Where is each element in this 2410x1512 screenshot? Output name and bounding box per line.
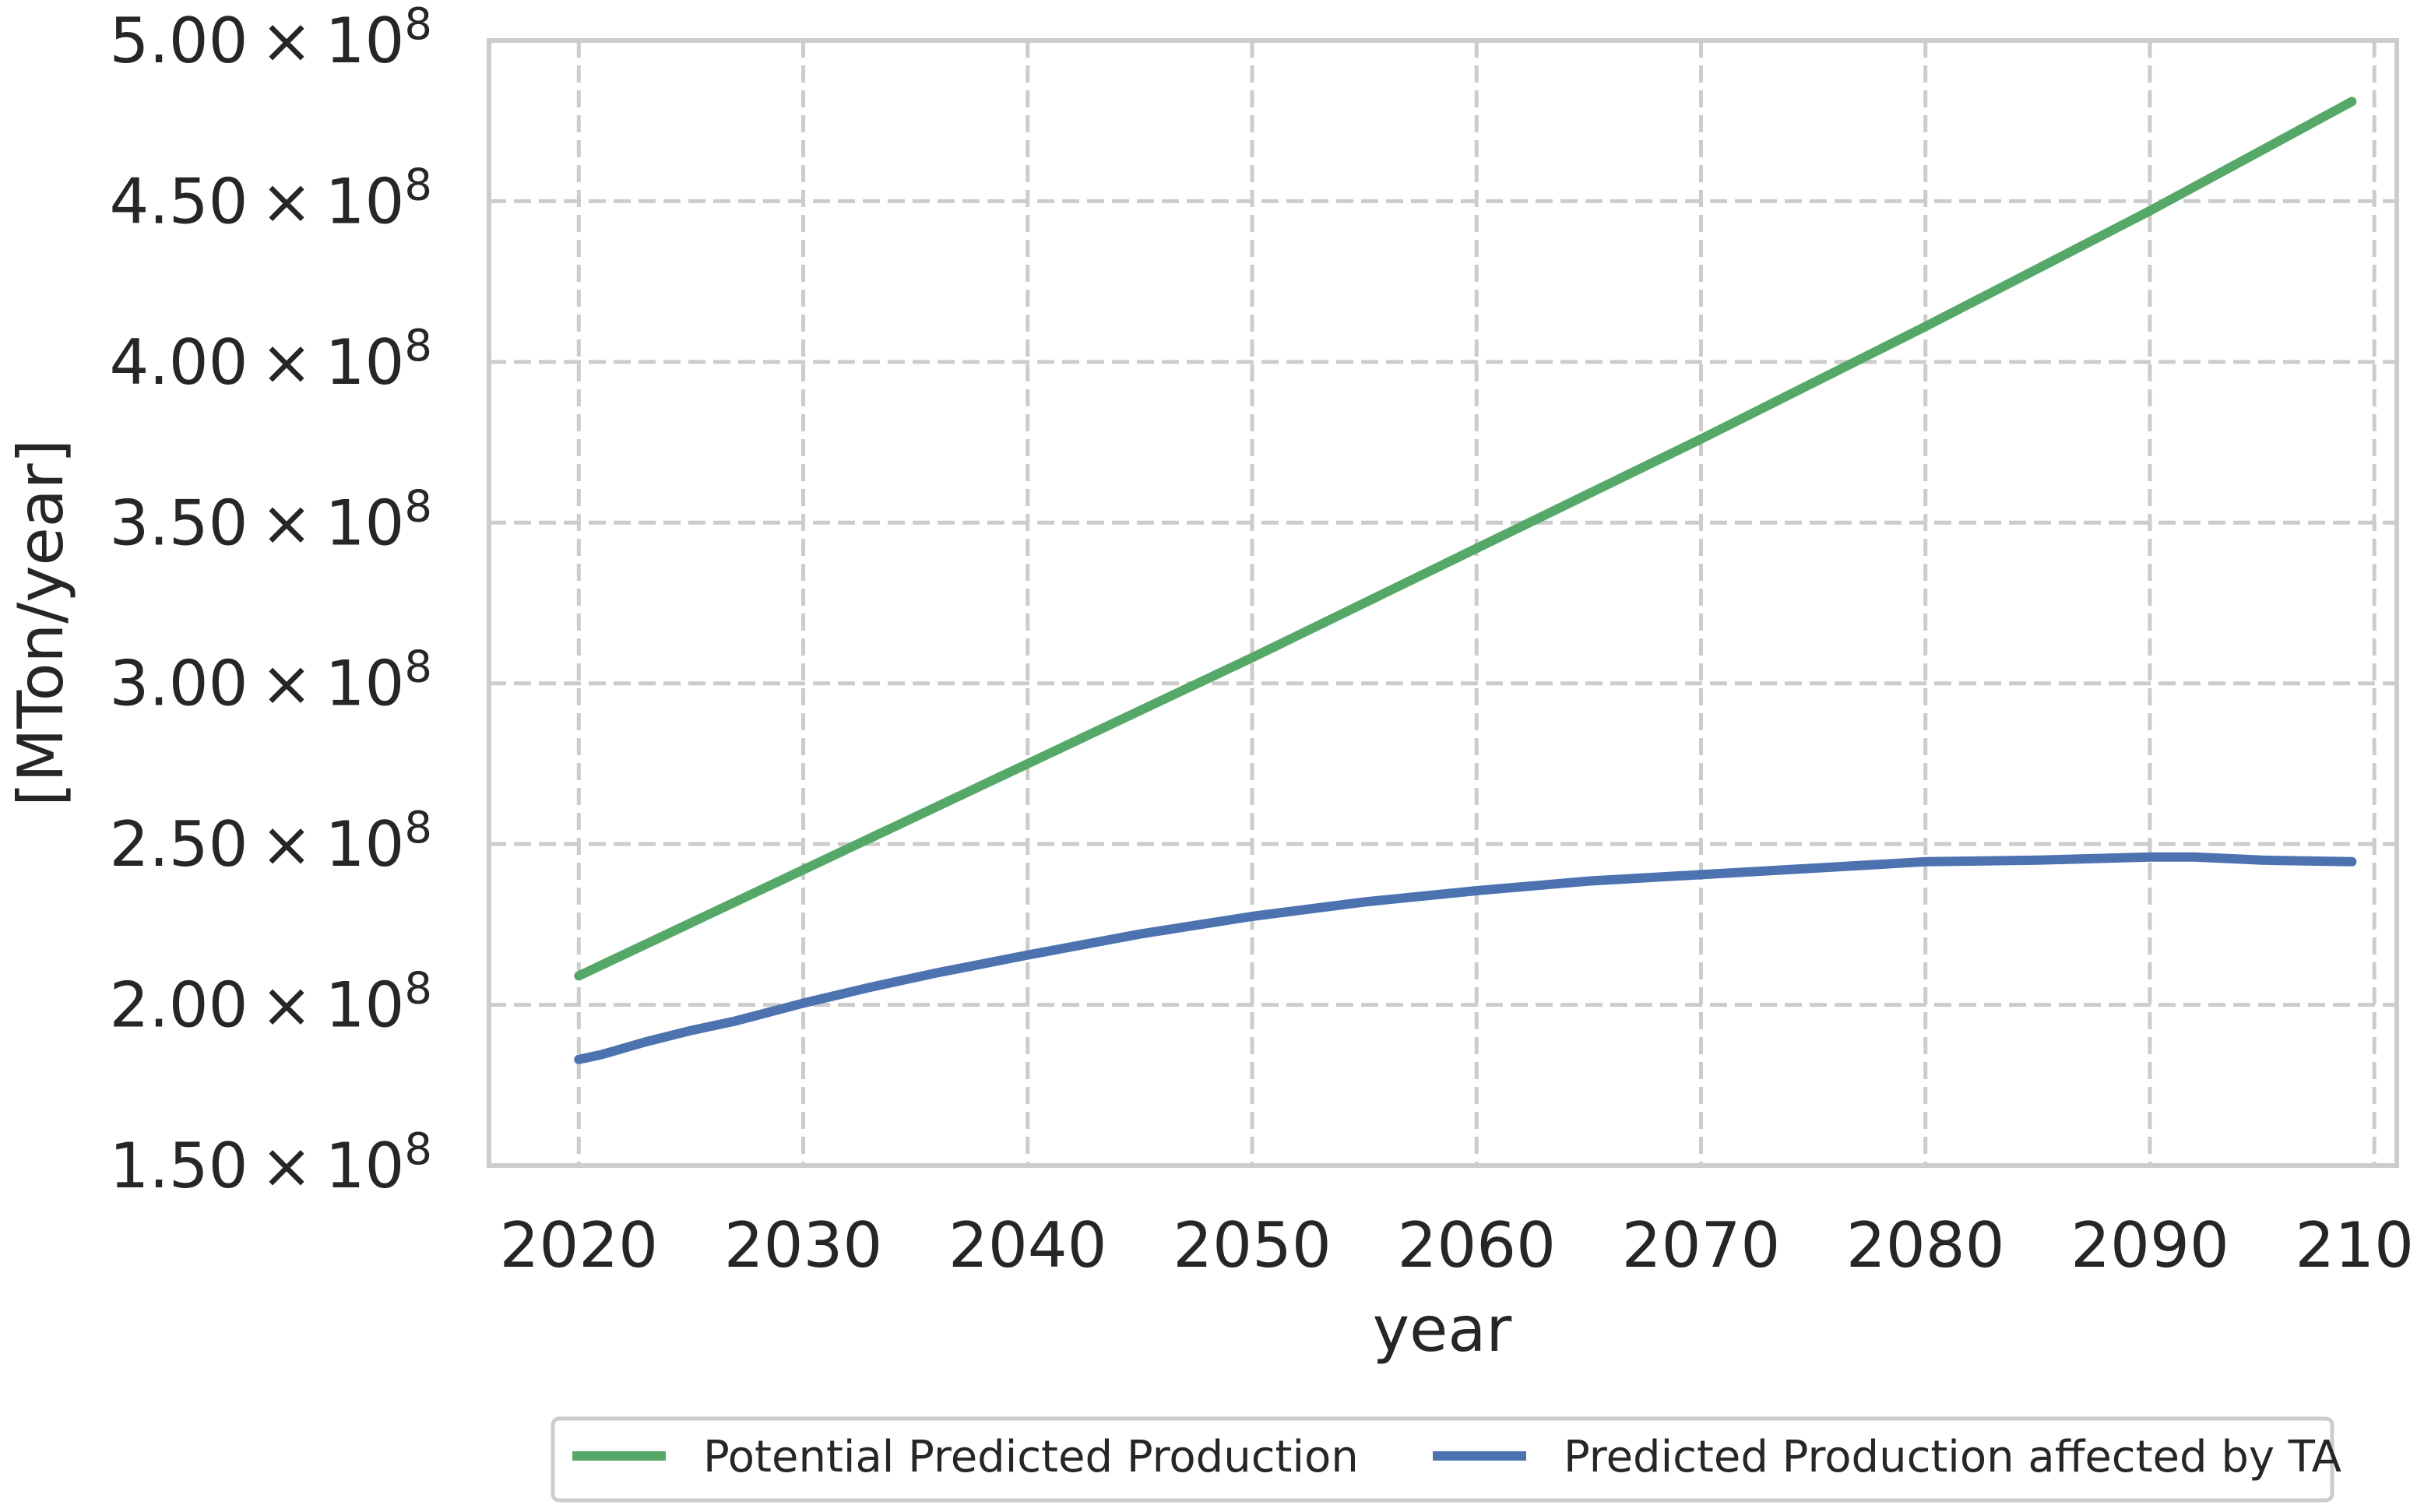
x-tick-label: 2090 [2070, 1209, 2229, 1282]
x-tick-label: 2020 [499, 1209, 658, 1282]
x-tick-label: 2050 [1173, 1209, 1332, 1282]
series-line-potential [574, 97, 2357, 981]
x-axis-label: year [1373, 1293, 1512, 1366]
y-tick-label: 1.50 × 108 [109, 1124, 432, 1202]
legend-label-potential: Potential Predicted Production [703, 1432, 1359, 1482]
y-tick-label: 2.50 × 108 [109, 803, 432, 881]
x-tick-labels: 2020 2030 2040 2050 2060 2070 2080 2090 2100 [499, 1209, 2410, 1282]
plot-frame [487, 38, 2399, 1168]
y-tick-label: 2.00 × 108 [109, 964, 432, 1042]
legend-label-affected: Predicted Production affected by TA [1564, 1432, 2341, 1482]
x-tick-label: 2040 [948, 1209, 1107, 1282]
y-tick-label: 5.00 × 108 [109, 0, 432, 77]
y-tick-label: 4.00 × 108 [109, 321, 432, 399]
y-tick-label: 4.50 × 108 [109, 160, 432, 237]
legend: Potential Predicted Production Predicted… [551, 1416, 2341, 1503]
grid-layer [489, 38, 2397, 1168]
y-tick-label: 3.00 × 108 [109, 642, 432, 720]
x-tick-label: 2030 [724, 1209, 883, 1282]
series-layer [574, 97, 2357, 1064]
y-tick-labels: 1.50 × 108 2.00 × 108 2.50 × 108 3.00 × 108… [109, 0, 432, 1202]
x-tick-label: 2070 [1622, 1209, 1781, 1282]
x-tick-label: 2060 [1397, 1209, 1556, 1282]
y-axis-label: [MTon/year] [5, 439, 77, 807]
x-tick-label: 2100 [2295, 1209, 2410, 1282]
series-line-affected [574, 852, 2357, 1064]
y-tick-label: 3.50 × 108 [109, 481, 432, 559]
x-tick-label: 2080 [1846, 1209, 2005, 1282]
